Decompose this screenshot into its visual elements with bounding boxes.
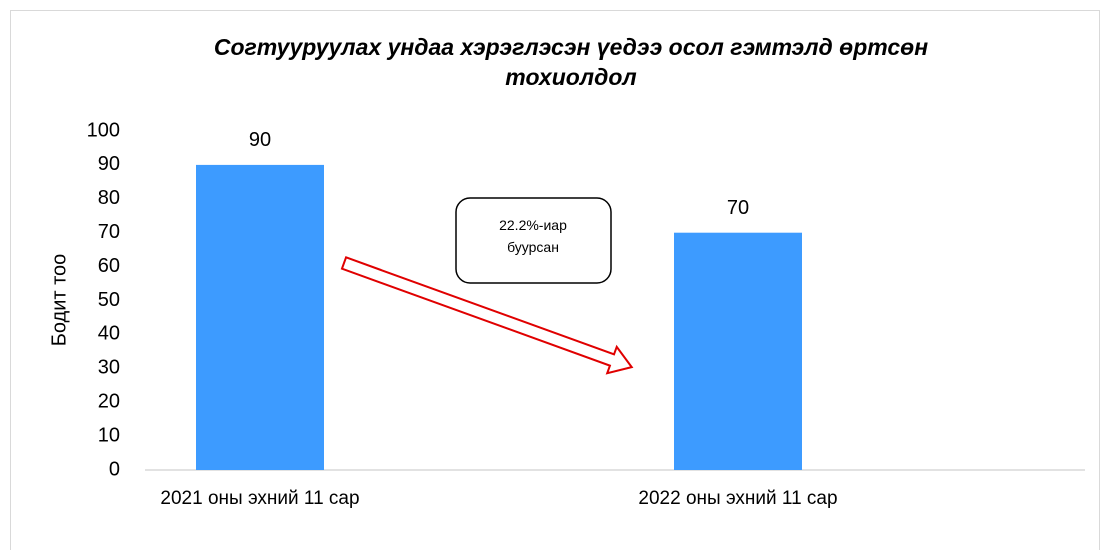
y-axis-label: Бодит тоо [48, 254, 70, 347]
y-tick-label: 100 [87, 119, 120, 141]
y-tick-label: 30 [98, 357, 120, 379]
y-tick-label: 80 [98, 187, 120, 209]
chart-frame [10, 10, 1100, 550]
y-tick-label: 70 [98, 221, 120, 243]
value-label: 70 [727, 197, 749, 219]
value-label: 90 [249, 129, 271, 151]
y-tick-label: 40 [98, 323, 120, 345]
chart-title: Согтууруулах ундаа хэрэглэсэн үедээ осол… [213, 34, 929, 90]
y-tick-label: 20 [98, 390, 120, 412]
y-tick-label: 10 [98, 424, 120, 446]
y-tick-label: 90 [98, 153, 120, 175]
annotation: 22.2%-иар буурсан [499, 217, 567, 255]
y-tick-label: 50 [98, 289, 120, 311]
y-tick-label: 60 [98, 255, 120, 277]
x-tick-label: 2022 оны эхний 11 сар [638, 488, 838, 509]
x-tick-label: 2021 оны эхний 11 сар [160, 488, 360, 509]
decrease-arrow [340, 256, 634, 375]
y-tick-label: 0 [109, 458, 120, 480]
bar [196, 164, 324, 470]
bar [674, 232, 802, 470]
annotation-box [455, 197, 612, 284]
